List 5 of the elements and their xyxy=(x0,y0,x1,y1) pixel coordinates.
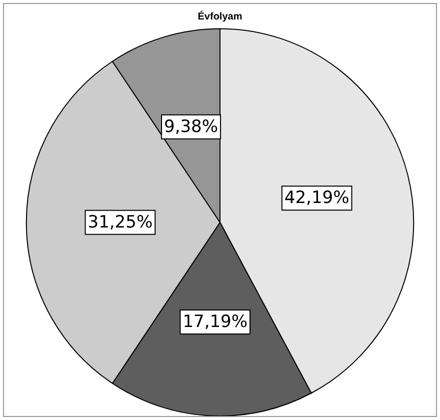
data-label: 9,38% xyxy=(164,116,218,137)
data-label: 31,25% xyxy=(88,212,153,232)
data-label: 42,19% xyxy=(284,188,350,208)
data-label: 17,19% xyxy=(182,312,248,332)
chart-title: Évfolyam xyxy=(198,10,242,22)
